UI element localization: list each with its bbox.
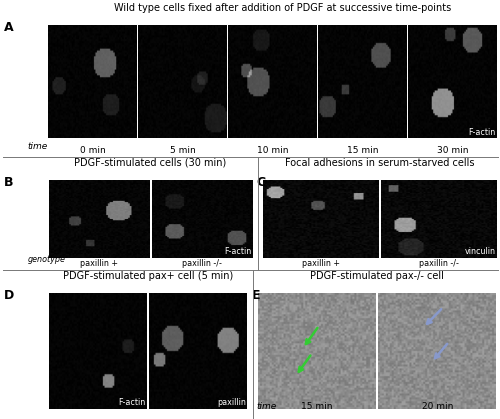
Text: 5 min: 5 min [170,146,196,155]
Text: paxillin -/-: paxillin -/- [182,259,222,268]
Text: time: time [28,142,48,151]
Text: 15 min: 15 min [301,403,332,411]
Text: Wild type cells fixed after addition of PDGF at successive time-points: Wild type cells fixed after addition of … [114,3,451,13]
Text: 0 min: 0 min [80,146,106,155]
Text: vinculin: vinculin [464,247,496,256]
Text: paxillin +: paxillin + [302,259,340,268]
Text: D: D [4,289,14,302]
Text: F-actin: F-actin [468,128,495,137]
Text: 15 min: 15 min [347,146,378,155]
Text: PDGF-stimulated cells (30 min): PDGF-stimulated cells (30 min) [74,158,227,168]
Text: paxillin -/-: paxillin -/- [418,259,459,268]
Text: time: time [256,403,277,411]
Text: 30 min: 30 min [437,146,468,155]
Text: Focal adhesions in serum-starved cells: Focal adhesions in serum-starved cells [285,158,474,168]
Text: A: A [4,21,14,34]
Text: F-actin: F-actin [118,398,146,407]
Text: PDGF-stimulated pax+ cell (5 min): PDGF-stimulated pax+ cell (5 min) [63,271,233,281]
Text: 20 min: 20 min [422,403,453,411]
Text: paxillin +: paxillin + [80,259,118,268]
Text: F-actin: F-actin [224,247,252,256]
Text: E: E [252,289,260,302]
Text: B: B [4,176,14,189]
Text: C: C [256,176,266,189]
Text: paxillin: paxillin [217,398,246,407]
Text: 10 min: 10 min [256,146,288,155]
Text: genotype: genotype [28,255,66,264]
Text: PDGF-stimulated pax-/- cell: PDGF-stimulated pax-/- cell [310,271,444,281]
